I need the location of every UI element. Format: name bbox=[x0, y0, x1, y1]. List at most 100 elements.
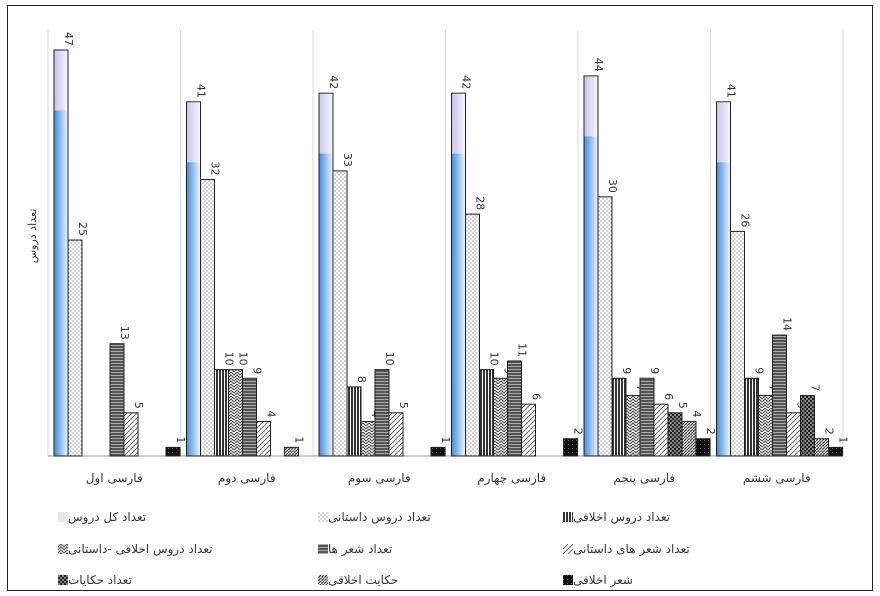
data-label: 33 bbox=[341, 153, 354, 167]
bar bbox=[521, 403, 536, 457]
category-label: فارسی ششم bbox=[743, 471, 811, 486]
data-label: 10 bbox=[383, 352, 396, 366]
bar bbox=[597, 196, 613, 457]
bar bbox=[667, 412, 683, 457]
bar-highlight bbox=[54, 50, 68, 111]
bar bbox=[653, 403, 669, 457]
data-label: 9 bbox=[753, 367, 766, 374]
legend-item: شعر اخلاقی bbox=[560, 573, 633, 587]
category-label: فارسی چهارم bbox=[477, 471, 546, 486]
bar-highlight bbox=[187, 102, 200, 163]
data-label: 1 bbox=[293, 436, 306, 443]
category-label: فارسی پنجم bbox=[613, 471, 675, 486]
data-label: 47 bbox=[62, 32, 75, 46]
legend-label: تعداد حکایات bbox=[68, 573, 132, 587]
data-label: 41 bbox=[195, 84, 208, 98]
data-label: 2 bbox=[704, 428, 717, 435]
data-label: 28 bbox=[474, 196, 487, 210]
bar bbox=[165, 446, 181, 457]
legend-item: تعداد شعر های داستانی bbox=[560, 542, 690, 556]
legend-swatch bbox=[318, 512, 328, 522]
data-label: 32 bbox=[209, 162, 222, 176]
data-label: 10 bbox=[223, 352, 236, 366]
bar bbox=[465, 213, 480, 457]
bar bbox=[493, 377, 508, 457]
bar bbox=[214, 369, 229, 457]
bar bbox=[360, 420, 376, 457]
bar bbox=[346, 386, 362, 457]
bar bbox=[681, 420, 697, 457]
bar bbox=[507, 360, 522, 457]
legend-item: حکایت اخلاقی bbox=[315, 573, 398, 587]
legend-swatch bbox=[318, 544, 328, 554]
data-label: 44 bbox=[592, 58, 605, 72]
bar bbox=[744, 377, 759, 457]
bar bbox=[786, 412, 801, 457]
bar bbox=[639, 377, 655, 457]
bar bbox=[67, 239, 83, 457]
legend-label: تعداد دروس اخلاقی -داستانی bbox=[68, 542, 213, 556]
bar bbox=[228, 369, 243, 457]
bar bbox=[256, 420, 271, 457]
legend-label: حکایت اخلاقی bbox=[328, 573, 399, 587]
bar bbox=[800, 395, 815, 457]
bar bbox=[332, 170, 348, 457]
legend-label: تعداد شعر های داستانی bbox=[573, 542, 690, 556]
legend-label: شعر اخلاقی bbox=[573, 573, 633, 587]
legend-swatch bbox=[58, 575, 68, 585]
bar bbox=[758, 395, 773, 457]
bar bbox=[814, 438, 829, 457]
legend-swatch bbox=[58, 512, 68, 522]
bar bbox=[200, 179, 215, 457]
bar bbox=[695, 438, 711, 457]
bar bbox=[123, 412, 139, 457]
bar bbox=[563, 438, 578, 457]
legend-swatch bbox=[563, 512, 573, 522]
legend-item: تعداد دروس اخلاقی bbox=[560, 510, 670, 524]
data-label: 14 bbox=[781, 317, 794, 331]
data-label: 4 bbox=[690, 410, 703, 417]
data-label: 5 bbox=[676, 402, 689, 409]
data-label: 25 bbox=[76, 222, 89, 236]
legend-item: تعداد دروس داستانی bbox=[315, 510, 431, 524]
legend-label: تعداد شعر ها bbox=[328, 542, 393, 556]
data-label: 11 bbox=[516, 343, 529, 357]
data-label: 5 bbox=[397, 402, 410, 409]
bar bbox=[828, 446, 843, 457]
data-label: 9 bbox=[620, 367, 633, 374]
legend-label: تعداد کل دروس bbox=[68, 510, 147, 524]
legend-swatch bbox=[318, 575, 328, 585]
bar bbox=[53, 49, 69, 457]
data-label: 1 bbox=[439, 436, 452, 443]
bar bbox=[109, 343, 125, 457]
bar-highlight bbox=[452, 93, 465, 154]
data-label: 9 bbox=[648, 367, 661, 374]
data-label: 1 bbox=[837, 436, 850, 443]
legend-item: تعداد کل دروس bbox=[55, 510, 146, 524]
legend-item: تعداد دروس اخلاقی -داستانی bbox=[55, 542, 212, 556]
bar bbox=[374, 369, 390, 457]
data-label: 2 bbox=[572, 428, 585, 435]
legend-swatch bbox=[58, 544, 68, 554]
legend-item: تعداد شعر ها bbox=[315, 542, 392, 556]
bar bbox=[772, 334, 787, 457]
bar bbox=[388, 412, 404, 457]
data-label: 42 bbox=[460, 75, 473, 89]
category-label: فارسی اول bbox=[86, 471, 143, 486]
data-label: 42 bbox=[327, 75, 340, 89]
data-label: 5 bbox=[132, 402, 145, 409]
bar-highlight bbox=[717, 102, 730, 163]
data-label: 10 bbox=[488, 352, 501, 366]
legend-swatch bbox=[563, 544, 573, 554]
legend-label: تعداد دروس اخلاقی bbox=[573, 510, 670, 524]
data-label: 8 bbox=[355, 376, 368, 383]
data-label: 26 bbox=[739, 213, 752, 227]
bar bbox=[430, 446, 446, 457]
data-label: 6 bbox=[662, 393, 675, 400]
legend-item: تعداد حکایات bbox=[55, 573, 132, 587]
data-label: 7 bbox=[809, 385, 822, 392]
bar-highlight bbox=[584, 76, 598, 137]
data-label: 1 bbox=[174, 436, 187, 443]
data-label: 2 bbox=[823, 428, 836, 435]
